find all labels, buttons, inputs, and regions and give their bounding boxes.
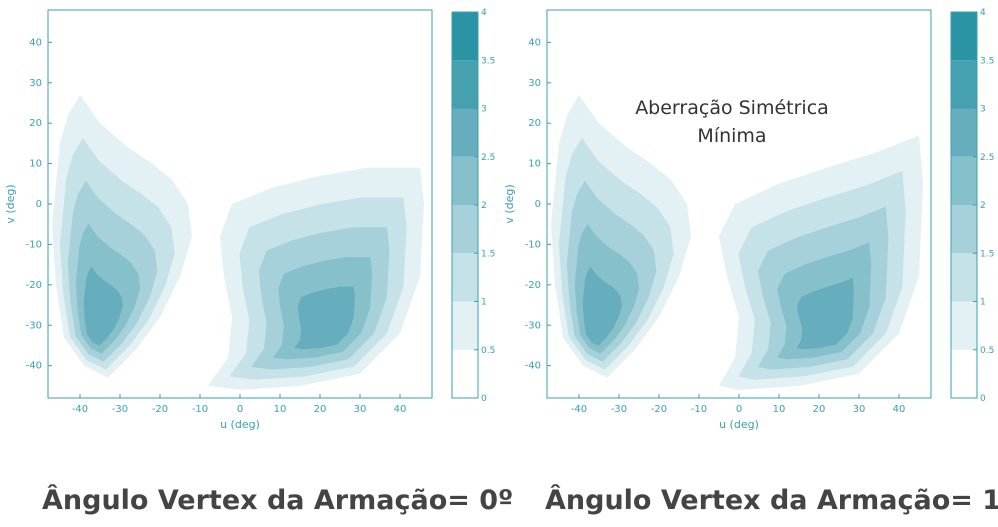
y-tick-label: 10 bbox=[528, 159, 541, 170]
x-tick-label: -20 bbox=[152, 404, 168, 415]
colorbar-band bbox=[951, 349, 977, 398]
colorbar-band bbox=[452, 349, 478, 398]
colorbar-band bbox=[452, 60, 478, 109]
left-lobe-contour-level-5 bbox=[83, 266, 123, 346]
y-tick-label: -40 bbox=[525, 361, 541, 372]
colorbar-tick-label: 1 bbox=[481, 298, 487, 308]
colorbar-tick-label: 1.5 bbox=[980, 249, 994, 259]
x-tick-label: -40 bbox=[72, 404, 88, 415]
y-tick-label: -30 bbox=[525, 320, 541, 331]
left-lobe-contour-level-5 bbox=[582, 266, 622, 346]
x-tick-label: 20 bbox=[813, 404, 826, 415]
x-tick-label: 0 bbox=[237, 404, 243, 415]
x-axis-label: u (deg) bbox=[719, 418, 759, 431]
y-tick-label: 40 bbox=[528, 37, 541, 48]
contour-chart-right: -40 -30 -20 -10 0 10 20 30 40-40-30-20-100102030… bbox=[503, 8, 994, 431]
y-tick-label: 20 bbox=[29, 118, 42, 129]
colorbar-tick-label: 2.5 bbox=[481, 153, 495, 163]
colorbar-band bbox=[452, 205, 478, 254]
colorbar-band bbox=[951, 253, 977, 302]
x-tick-label: -30 bbox=[112, 404, 128, 415]
colorbar-band bbox=[951, 156, 977, 205]
colorbar-tick-label: 4 bbox=[980, 8, 986, 18]
colorbar-tick-label: 4 bbox=[481, 8, 487, 18]
y-tick-label: -20 bbox=[525, 280, 541, 291]
contour-chart-left: -40 -30 -20 -10 0 10 20 30 40-40-30-20-100102030… bbox=[4, 8, 495, 431]
y-axis-label: v (deg) bbox=[4, 184, 17, 223]
colorbar-band bbox=[452, 156, 478, 205]
colorbar-tick-label: 3.5 bbox=[980, 56, 994, 66]
caption-left: Ângulo Vertex da Armação= 0º bbox=[42, 485, 514, 516]
colorbar-tick-label: 0 bbox=[481, 394, 487, 404]
y-tick-label: 10 bbox=[29, 159, 42, 170]
x-tick-label: 10 bbox=[274, 404, 287, 415]
colorbar-tick-label: 2 bbox=[481, 201, 487, 211]
chart-annotation: Aberração Simétrica Mínima bbox=[635, 97, 829, 147]
x-tick-label: -10 bbox=[691, 404, 707, 415]
caption-right: Ângulo Vertex da Armação= 10º bbox=[545, 485, 998, 516]
colorbar-tick-label: 0.5 bbox=[980, 346, 994, 356]
y-tick-label: -10 bbox=[26, 239, 42, 250]
x-axis-label: u (deg) bbox=[220, 418, 260, 431]
y-tick-label: 0 bbox=[535, 199, 541, 210]
x-tick-label: 30 bbox=[853, 404, 866, 415]
y-tick-label: 20 bbox=[528, 118, 541, 129]
colorbar-tick-label: 0 bbox=[980, 394, 986, 404]
colorbar-tick-label: 3 bbox=[980, 105, 986, 115]
x-tick-label: 10 bbox=[773, 404, 786, 415]
colorbar-band bbox=[452, 253, 478, 302]
colorbar-band bbox=[951, 60, 977, 109]
y-tick-label: 0 bbox=[36, 199, 42, 210]
colorbar-tick-label: 3 bbox=[481, 105, 487, 115]
colorbar-tick-label: 0.5 bbox=[481, 346, 495, 356]
right-lobe-contour-level-5 bbox=[796, 277, 854, 350]
contour-panel-left: -40 -30 -20 -10 0 10 20 30 40 -40 -30 -20 -10 0 10 20 30… bbox=[0, 0, 499, 440]
colorbar-tick-label: 1.5 bbox=[481, 249, 495, 259]
y-axis-label: v (deg) bbox=[503, 184, 516, 223]
colorbar-tick-label: 1 bbox=[980, 298, 986, 308]
y-tick-label: -40 bbox=[26, 361, 42, 372]
contour-panel-right: -40 -30 -20 -10 0 10 20 30 40 -40 -30 -20 -10 0 10 20 30… bbox=[499, 0, 998, 440]
y-tick-label: -10 bbox=[525, 239, 541, 250]
x-tick-label: 30 bbox=[354, 404, 367, 415]
colorbar-band bbox=[951, 301, 977, 350]
x-tick-label: 40 bbox=[893, 404, 906, 415]
colorbar-band bbox=[452, 12, 478, 61]
x-tick-label: 20 bbox=[314, 404, 327, 415]
colorbar-tick-label: 2.5 bbox=[980, 153, 994, 163]
x-tick-label: 0 bbox=[736, 404, 742, 415]
colorbar-tick-label: 3.5 bbox=[481, 56, 495, 66]
x-tick-label: -20 bbox=[651, 404, 667, 415]
colorbar-band bbox=[452, 108, 478, 157]
colorbar-band bbox=[951, 12, 977, 61]
x-tick-label: -10 bbox=[192, 404, 208, 415]
y-tick-label: 30 bbox=[528, 78, 541, 89]
y-tick-label: 30 bbox=[29, 78, 42, 89]
colorbar-band bbox=[951, 205, 977, 254]
y-tick-label: -20 bbox=[26, 280, 42, 291]
colorbar-band bbox=[452, 301, 478, 350]
colorbar-tick-label: 2 bbox=[980, 201, 986, 211]
right-lobe-contour-level-5 bbox=[294, 286, 355, 350]
x-tick-label: 40 bbox=[394, 404, 407, 415]
y-tick-label: -30 bbox=[26, 320, 42, 331]
x-tick-label: -30 bbox=[611, 404, 627, 415]
colorbar-band bbox=[951, 108, 977, 157]
y-tick-label: 40 bbox=[29, 37, 42, 48]
x-tick-label: -40 bbox=[571, 404, 587, 415]
